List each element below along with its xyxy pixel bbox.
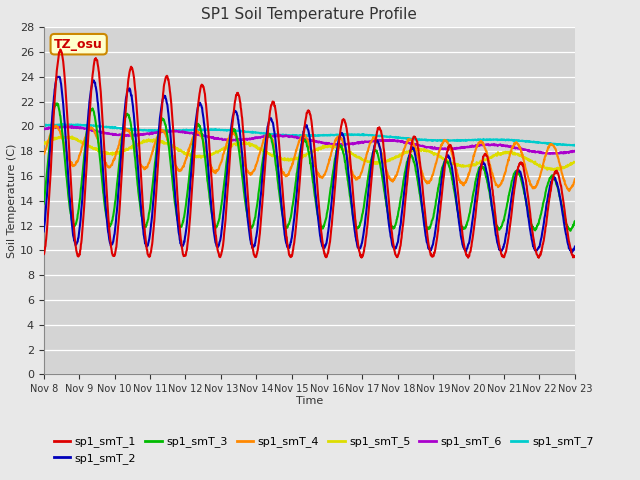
Y-axis label: Soil Temperature (C): Soil Temperature (C): [7, 144, 17, 258]
sp1_smT_3: [40, 201, 47, 206]
sp1_smT_7: [81, 122, 89, 128]
sp1_smT_4: [565, 188, 573, 194]
sp1_smT_2: [568, 250, 575, 255]
X-axis label: Time: Time: [296, 396, 323, 406]
sp1_smT_3: [52, 100, 60, 106]
sp1_smT_6: [68, 123, 76, 129]
sp1_smT_3: [567, 228, 575, 234]
sp1_smT_3: [286, 218, 294, 224]
Legend: sp1_smT_1, sp1_smT_2, sp1_smT_3, sp1_smT_4, sp1_smT_5, sp1_smT_6, sp1_smT_7: sp1_smT_1, sp1_smT_2, sp1_smT_3, sp1_smT…: [49, 432, 598, 468]
sp1_smT_6: [266, 133, 273, 139]
Line: sp1_smT_1: sp1_smT_1: [44, 49, 575, 258]
sp1_smT_2: [266, 117, 273, 122]
Line: sp1_smT_2: sp1_smT_2: [44, 77, 575, 252]
sp1_smT_5: [286, 157, 294, 163]
sp1_smT_1: [276, 159, 284, 165]
sp1_smT_4: [571, 176, 579, 182]
sp1_smT_5: [65, 133, 73, 139]
sp1_smT_5: [81, 140, 89, 145]
sp1_smT_3: [266, 131, 273, 137]
sp1_smT_6: [342, 142, 350, 147]
sp1_smT_4: [276, 163, 284, 169]
sp1_smT_7: [286, 132, 294, 138]
Text: TZ_osu: TZ_osu: [54, 38, 103, 51]
sp1_smT_6: [81, 126, 89, 132]
sp1_smT_4: [52, 123, 60, 129]
sp1_smT_6: [40, 126, 47, 132]
Title: SP1 Soil Temperature Profile: SP1 Soil Temperature Profile: [202, 7, 417, 22]
sp1_smT_2: [571, 244, 579, 250]
sp1_smT_5: [543, 167, 551, 173]
sp1_smT_4: [342, 149, 350, 155]
sp1_smT_7: [266, 131, 273, 137]
sp1_smT_3: [103, 216, 111, 222]
Line: sp1_smT_3: sp1_smT_3: [44, 103, 575, 231]
sp1_smT_7: [40, 122, 47, 128]
sp1_smT_1: [342, 124, 350, 130]
sp1_smT_5: [266, 150, 273, 156]
sp1_smT_5: [276, 155, 284, 160]
sp1_smT_3: [571, 218, 579, 224]
sp1_smT_1: [266, 114, 273, 120]
sp1_smT_7: [59, 121, 67, 127]
sp1_smT_4: [103, 162, 111, 168]
sp1_smT_3: [342, 167, 350, 172]
sp1_smT_1: [103, 190, 111, 195]
sp1_smT_4: [266, 132, 273, 138]
sp1_smT_2: [103, 215, 111, 221]
Line: sp1_smT_5: sp1_smT_5: [44, 136, 575, 170]
sp1_smT_2: [81, 154, 89, 160]
sp1_smT_1: [535, 255, 543, 261]
sp1_smT_3: [81, 144, 89, 149]
sp1_smT_4: [286, 168, 294, 173]
Line: sp1_smT_7: sp1_smT_7: [44, 124, 575, 146]
sp1_smT_6: [286, 134, 294, 140]
sp1_smT_2: [286, 242, 294, 248]
sp1_smT_2: [276, 190, 284, 196]
sp1_smT_7: [571, 142, 579, 148]
sp1_smT_7: [342, 132, 350, 138]
sp1_smT_1: [40, 252, 47, 257]
sp1_smT_1: [56, 47, 64, 52]
sp1_smT_1: [571, 253, 579, 259]
sp1_smT_1: [286, 252, 294, 258]
sp1_smT_7: [103, 124, 111, 130]
sp1_smT_2: [40, 228, 47, 234]
sp1_smT_6: [571, 148, 579, 154]
sp1_smT_4: [81, 135, 89, 141]
sp1_smT_7: [276, 132, 284, 138]
Line: sp1_smT_6: sp1_smT_6: [44, 126, 575, 154]
sp1_smT_2: [342, 151, 350, 157]
sp1_smT_2: [53, 74, 61, 80]
sp1_smT_5: [342, 148, 350, 154]
sp1_smT_5: [103, 151, 111, 157]
sp1_smT_6: [276, 132, 284, 138]
sp1_smT_5: [40, 140, 47, 145]
sp1_smT_6: [549, 151, 557, 156]
sp1_smT_5: [571, 159, 579, 165]
Line: sp1_smT_4: sp1_smT_4: [44, 126, 575, 191]
sp1_smT_1: [81, 188, 89, 193]
sp1_smT_7: [571, 143, 579, 149]
sp1_smT_4: [40, 152, 47, 157]
sp1_smT_3: [276, 199, 284, 205]
sp1_smT_6: [103, 131, 111, 136]
